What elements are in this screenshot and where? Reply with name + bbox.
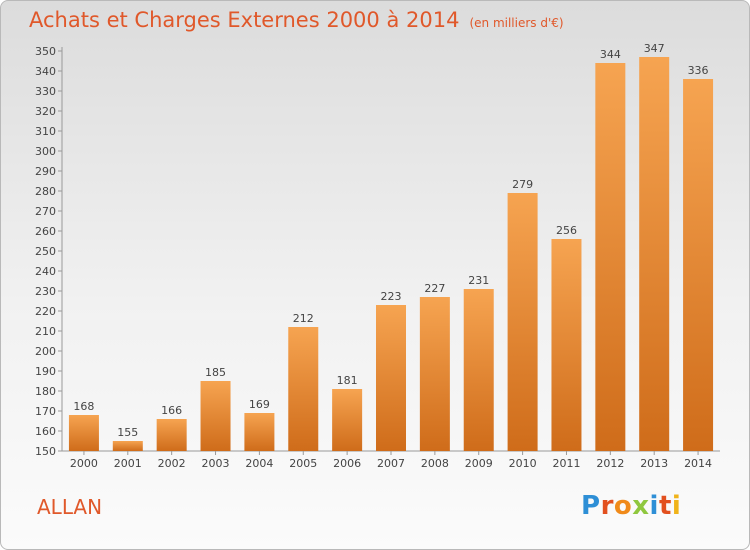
x-tick-label: 2005 xyxy=(289,457,317,470)
chart-title-text: Achats et Charges Externes 2000 à 2014 xyxy=(29,8,460,32)
data-label: 223 xyxy=(381,290,402,303)
bar xyxy=(463,289,494,451)
data-label: 166 xyxy=(161,404,182,417)
chart-axes: 150 160 170 180 190 200 210 220 230 240 250 260 270 2… xyxy=(35,45,720,470)
data-label: 168 xyxy=(73,400,94,413)
x-tick-label: 2010 xyxy=(509,457,537,470)
bar xyxy=(156,419,187,451)
bar xyxy=(68,415,99,451)
data-label: 231 xyxy=(468,274,489,287)
y-tick-label: 170 xyxy=(35,405,56,418)
y-tick-label: 330 xyxy=(35,85,56,98)
bar xyxy=(332,389,363,451)
y-tick-label: 260 xyxy=(35,225,56,238)
data-label: 227 xyxy=(424,282,445,295)
y-tick-label: 150 xyxy=(35,445,56,458)
x-tick-label: 2001 xyxy=(114,457,142,470)
data-label: 347 xyxy=(644,42,665,55)
bar xyxy=(507,193,538,451)
x-tick-label: 2006 xyxy=(333,457,361,470)
x-tick-label: 2013 xyxy=(640,457,668,470)
x-tick-label: 2007 xyxy=(377,457,405,470)
data-label: 155 xyxy=(117,426,138,439)
y-tick-label: 250 xyxy=(35,245,56,258)
y-tick-label: 320 xyxy=(35,105,56,118)
bar xyxy=(200,381,231,451)
data-label: 256 xyxy=(556,224,577,237)
data-label: 169 xyxy=(249,398,270,411)
y-tick-label: 200 xyxy=(35,345,56,358)
y-tick-label: 160 xyxy=(35,425,56,438)
y-tick-label: 270 xyxy=(35,205,56,218)
x-tick-label: 2011 xyxy=(552,457,580,470)
logo-letter: P xyxy=(581,491,601,521)
y-tick-label: 300 xyxy=(35,145,56,158)
logo-letter: o xyxy=(613,491,633,521)
logo-letter: i xyxy=(649,491,659,521)
x-tick-label: 2000 xyxy=(70,457,98,470)
logo-letter: x xyxy=(632,491,650,521)
chart-unit: (en milliers d'€) xyxy=(469,16,564,30)
bar xyxy=(112,441,143,451)
y-tick-label: 340 xyxy=(35,65,56,78)
x-tick-label: 2014 xyxy=(684,457,712,470)
bar xyxy=(683,79,714,451)
data-label: 185 xyxy=(205,366,226,379)
bar xyxy=(244,413,275,451)
chart-title: Achats et Charges Externes 2000 à 2014 (e… xyxy=(29,8,564,32)
logo-letter: i xyxy=(671,491,682,521)
logo-letter: t xyxy=(658,491,672,521)
logo-letter: r xyxy=(600,491,614,521)
y-tick-label: 280 xyxy=(35,185,56,198)
town-name: ALLAN xyxy=(37,495,103,519)
y-tick-label: 220 xyxy=(35,305,56,318)
y-tick-label: 190 xyxy=(35,365,56,378)
y-tick-label: 310 xyxy=(35,125,56,138)
x-tick-label: 2012 xyxy=(596,457,624,470)
x-tick-label: 2004 xyxy=(245,457,273,470)
proxiti-logo: Proxiti xyxy=(581,491,681,521)
y-tick-label: 350 xyxy=(35,45,56,58)
x-tick-label: 2009 xyxy=(465,457,493,470)
y-tick-label: 290 xyxy=(35,165,56,178)
data-label: 279 xyxy=(512,178,533,191)
x-tick-label: 2008 xyxy=(421,457,449,470)
bar xyxy=(419,297,450,451)
bar xyxy=(639,57,670,451)
bar xyxy=(595,63,626,451)
data-label: 344 xyxy=(600,48,621,61)
x-tick-label: 2002 xyxy=(158,457,186,470)
y-tick-label: 180 xyxy=(35,385,56,398)
y-tick-label: 230 xyxy=(35,285,56,298)
data-label: 212 xyxy=(293,312,314,325)
bar xyxy=(288,327,319,451)
chart-data-labels: 168 155 166 185 169 212 181 223 227 231 279 256 344 3… xyxy=(73,42,708,439)
bar xyxy=(551,239,582,451)
bar xyxy=(376,305,406,451)
data-label: 181 xyxy=(337,374,358,387)
y-tick-label: 210 xyxy=(35,325,56,338)
data-label: 336 xyxy=(688,64,709,77)
chart-bars xyxy=(68,57,714,451)
y-tick-label: 240 xyxy=(35,265,56,278)
x-tick-label: 2003 xyxy=(202,457,230,470)
